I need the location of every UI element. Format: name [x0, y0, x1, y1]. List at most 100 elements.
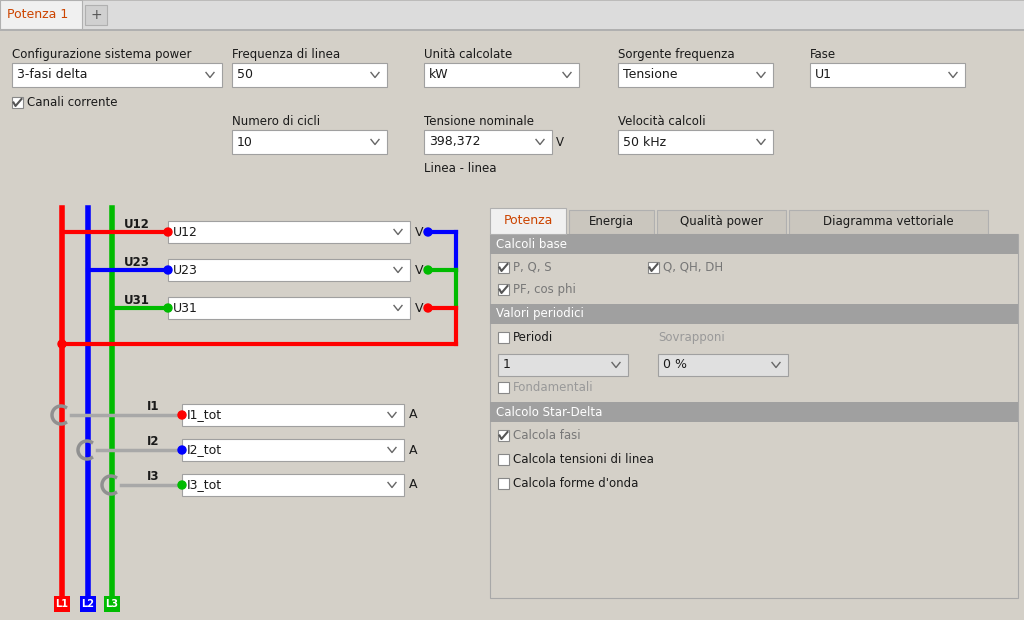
Bar	[498, 430, 509, 441]
Bar	[490, 234, 1018, 598]
Text: Sovrapponi: Sovrapponi	[658, 331, 725, 344]
Bar	[232, 63, 387, 87]
Circle shape	[164, 304, 172, 312]
Bar	[498, 332, 509, 343]
Text: Unità calcolate: Unità calcolate	[424, 48, 512, 61]
Text: 50: 50	[237, 68, 253, 81]
Bar	[168, 297, 410, 319]
Bar	[498, 454, 509, 465]
Text: Sorgente frequenza: Sorgente frequenza	[618, 48, 734, 61]
Text: Energia: Energia	[589, 216, 634, 229]
Text: Configurazione sistema power: Configurazione sistema power	[12, 48, 191, 61]
Bar	[498, 478, 509, 489]
Bar	[0, 0, 82, 29]
Bar	[424, 130, 552, 154]
Text: Linea - linea: Linea - linea	[424, 162, 497, 175]
Bar	[0, 0, 1024, 30]
Circle shape	[164, 266, 172, 274]
Text: Frequenza di linea: Frequenza di linea	[232, 48, 340, 61]
Text: L2: L2	[82, 599, 94, 609]
Text: Calcolo Star-Delta: Calcolo Star-Delta	[496, 405, 602, 419]
Circle shape	[58, 340, 66, 348]
Bar	[12, 97, 23, 108]
Bar	[810, 63, 965, 87]
Text: Valori periodici: Valori periodici	[496, 308, 584, 321]
Text: I1_tot: I1_tot	[187, 409, 222, 422]
Text: P, Q, S: P, Q, S	[513, 261, 552, 274]
Text: 50 kHz: 50 kHz	[623, 136, 667, 149]
Bar	[498, 382, 509, 393]
Circle shape	[424, 304, 432, 312]
Text: Tensione: Tensione	[623, 68, 678, 81]
Text: U31: U31	[173, 301, 198, 314]
Bar	[790, 210, 988, 234]
Bar	[12, 63, 222, 87]
Text: Qualità power: Qualità power	[680, 216, 763, 229]
Text: I3_tot: I3_tot	[187, 479, 222, 492]
Text: Canali corrente: Canali corrente	[27, 96, 118, 109]
Text: Fondamentali: Fondamentali	[513, 381, 594, 394]
Circle shape	[424, 228, 432, 236]
Bar	[182, 474, 404, 496]
Bar	[498, 284, 509, 295]
Bar	[0, 29, 1024, 30]
Text: Velocità calcoli: Velocità calcoli	[618, 115, 706, 128]
Bar	[658, 354, 788, 376]
Text: U31: U31	[124, 294, 150, 307]
Text: A: A	[409, 409, 418, 422]
Text: 10: 10	[237, 136, 253, 149]
Bar	[618, 130, 773, 154]
Text: L1: L1	[55, 599, 69, 609]
Bar	[54, 596, 70, 612]
Text: Tensione nominale: Tensione nominale	[424, 115, 534, 128]
Text: Diagramma vettoriale: Diagramma vettoriale	[822, 216, 953, 229]
Circle shape	[178, 411, 186, 419]
Text: V: V	[415, 226, 424, 239]
Bar	[168, 259, 410, 281]
Text: 1: 1	[503, 358, 511, 371]
Bar	[490, 304, 1018, 324]
Text: Calcola fasi: Calcola fasi	[513, 429, 581, 442]
Bar	[182, 439, 404, 461]
Text: I3: I3	[147, 470, 160, 483]
Text: U1: U1	[815, 68, 831, 81]
Bar	[498, 354, 628, 376]
Text: A: A	[409, 443, 418, 456]
Bar	[618, 63, 773, 87]
Bar	[490, 402, 1018, 422]
Bar	[648, 262, 659, 273]
Bar	[490, 234, 1018, 254]
Text: 398,372: 398,372	[429, 136, 480, 149]
Text: U23: U23	[173, 264, 198, 277]
Text: Fase: Fase	[810, 48, 837, 61]
Text: U12: U12	[173, 226, 198, 239]
Text: PF, cos phi: PF, cos phi	[513, 283, 575, 296]
Text: I2: I2	[147, 435, 160, 448]
Bar	[80, 596, 96, 612]
Text: 3-fasi delta: 3-fasi delta	[17, 68, 87, 81]
Bar	[85, 5, 106, 25]
Text: V: V	[415, 264, 424, 277]
Text: V: V	[415, 301, 424, 314]
Circle shape	[178, 481, 186, 489]
Text: Potenza 1: Potenza 1	[7, 9, 69, 22]
Circle shape	[164, 228, 172, 236]
Text: A: A	[409, 479, 418, 492]
Text: Periodi: Periodi	[513, 331, 553, 344]
Bar	[104, 596, 120, 612]
Bar	[490, 208, 566, 234]
Circle shape	[178, 446, 186, 454]
Bar	[498, 262, 509, 273]
Bar	[569, 210, 654, 234]
Text: U12: U12	[124, 218, 150, 231]
Bar	[232, 130, 387, 154]
Text: +: +	[90, 8, 101, 22]
Bar	[168, 221, 410, 243]
Text: V: V	[556, 136, 564, 149]
Text: I1: I1	[147, 400, 160, 413]
Bar	[657, 210, 786, 234]
Bar	[424, 63, 579, 87]
Bar	[182, 404, 404, 426]
Circle shape	[424, 266, 432, 274]
Text: U23: U23	[124, 256, 150, 269]
